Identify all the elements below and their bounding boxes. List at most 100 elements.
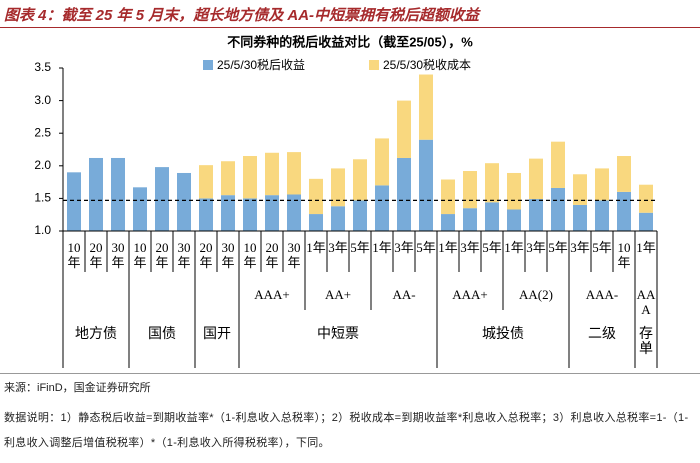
bar xyxy=(331,206,345,231)
x-tick-label: 3年 xyxy=(394,240,414,255)
y-tick-label: 2.0 xyxy=(34,158,51,172)
subgroup-label: AAA+ xyxy=(254,287,290,302)
bar xyxy=(529,199,543,231)
x-tick-label: 10年 xyxy=(67,240,81,270)
bar xyxy=(485,202,499,231)
bar xyxy=(419,74,433,140)
bar xyxy=(331,168,345,207)
x-tick-label: 1年 xyxy=(438,240,458,255)
bar xyxy=(507,209,521,231)
group-label: 地方债 xyxy=(75,326,117,342)
bar xyxy=(89,157,103,231)
bar xyxy=(573,174,587,205)
bar xyxy=(243,198,257,231)
subgroup-label: AA(2) xyxy=(519,287,553,302)
subgroup-label: AAA- xyxy=(585,287,619,302)
bar xyxy=(133,187,147,231)
x-tick-label: 5年 xyxy=(416,240,436,255)
bar xyxy=(595,168,609,201)
x-tick-label: 10年 xyxy=(133,240,147,270)
bar xyxy=(287,194,301,231)
bar xyxy=(573,204,587,231)
x-tick-label: 3年 xyxy=(460,240,480,255)
x-tick-label: 3年 xyxy=(526,240,546,255)
x-tick-label: 3年 xyxy=(570,240,590,255)
x-tick-label: 1年 xyxy=(306,240,326,255)
x-tick-label: 30年 xyxy=(177,240,191,270)
subgroup-label: AAA+ xyxy=(452,287,488,302)
bar xyxy=(353,200,367,231)
y-tick-label: 2.5 xyxy=(34,125,51,139)
x-tick-label: 20年 xyxy=(199,240,213,270)
source: 来源：iFinD，国金证券研究所 xyxy=(4,382,151,394)
bar xyxy=(243,156,257,199)
bar xyxy=(199,198,213,231)
group-label: 国开 xyxy=(203,326,231,342)
bar xyxy=(309,214,323,231)
bar xyxy=(221,161,235,196)
group-label: 中短票 xyxy=(317,326,359,342)
group-label: 存单 xyxy=(639,326,653,357)
bar xyxy=(265,195,279,231)
bar xyxy=(375,185,389,231)
x-tick-label: 20年 xyxy=(89,240,103,270)
x-tick-label: 1年 xyxy=(636,240,656,255)
legend-label: 25/5/30税收成本 xyxy=(383,58,471,72)
bar xyxy=(353,159,367,201)
y-tick-label: 1.5 xyxy=(34,191,51,205)
bar xyxy=(397,157,411,231)
chart-title: 不同券种的税后收益对比（截至25/05），% xyxy=(227,34,473,49)
header-rule xyxy=(0,27,700,28)
x-tick-label: 20年 xyxy=(155,240,169,270)
chart: 不同券种的税后收益对比（截至25/05），% 1.0 1.5 2.0 2.5 3.0 3.… xyxy=(34,34,658,368)
bar xyxy=(617,156,631,192)
legend-swatch xyxy=(369,60,379,70)
x-tick-label: 10年 xyxy=(617,240,631,270)
bar xyxy=(529,158,543,200)
x-tick-label: 30年 xyxy=(287,240,301,270)
bar xyxy=(287,152,301,195)
x-tick-label: 5年 xyxy=(548,240,568,255)
footer-rule xyxy=(0,373,700,374)
x-tick-label: 1年 xyxy=(372,240,392,255)
bar xyxy=(419,139,433,231)
legend-swatch xyxy=(203,60,213,70)
bar xyxy=(67,172,81,231)
group-label: 二级 xyxy=(588,326,616,342)
bar xyxy=(155,167,169,231)
subgroup-label: AAA xyxy=(636,287,656,317)
bar xyxy=(551,187,565,231)
y-tick-label: 3.5 xyxy=(34,60,51,74)
bar xyxy=(111,157,125,231)
legend-label: 25/5/30税后收益 xyxy=(217,58,305,72)
bar xyxy=(265,152,279,196)
x-tick-label: 30年 xyxy=(111,240,125,270)
x-tick-label: 5年 xyxy=(350,240,370,255)
y-tick-label: 3.0 xyxy=(34,93,51,107)
x-tick-label: 1年 xyxy=(504,240,524,255)
bar xyxy=(177,172,191,231)
x-tick-label: 10年 xyxy=(243,240,257,270)
bar xyxy=(617,191,631,231)
x-tick-label: 3年 xyxy=(328,240,348,255)
bar xyxy=(441,179,455,215)
bar xyxy=(639,212,653,231)
y-tick-label: 1.0 xyxy=(34,223,51,237)
group-label: 国债 xyxy=(148,326,176,342)
x-tick-label: 5年 xyxy=(482,240,502,255)
group-label: 城投债 xyxy=(482,326,524,342)
bar xyxy=(463,208,477,231)
x-tick-label: 30年 xyxy=(221,240,235,270)
bar xyxy=(507,172,521,210)
bar xyxy=(441,214,455,231)
bar xyxy=(485,163,499,203)
bar xyxy=(463,171,477,209)
subgroup-label: AA- xyxy=(392,287,416,302)
x-tick-label: 20年 xyxy=(265,240,279,270)
x-tick-label: 5年 xyxy=(592,240,612,255)
bar xyxy=(375,138,389,186)
bar xyxy=(397,100,411,158)
bar xyxy=(551,141,565,188)
bar xyxy=(199,165,213,199)
